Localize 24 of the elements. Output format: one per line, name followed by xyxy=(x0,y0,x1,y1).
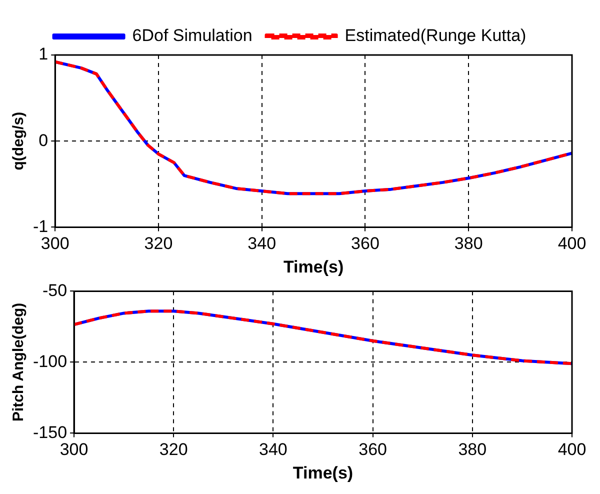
x-tick-label: 320 xyxy=(159,440,188,460)
x-tick-label: 360 xyxy=(358,440,387,460)
legend-label: 6Dof Simulation xyxy=(132,26,252,46)
y-tick-label: -100 xyxy=(32,352,68,371)
x-tick-label: 380 xyxy=(454,234,483,254)
x-axis-title: Time(s) xyxy=(283,257,344,276)
y-tick-label: 1 xyxy=(38,44,48,64)
y-axis-title: Pitch Angle(deg) xyxy=(10,302,28,422)
x-tick-label: 360 xyxy=(351,234,380,254)
x-tick-label: 300 xyxy=(60,440,88,460)
y-tick-label: -150 xyxy=(32,422,68,442)
x-tick-label: 400 xyxy=(558,440,586,460)
x-tick-label: 380 xyxy=(458,440,487,460)
y-tick-label: -1 xyxy=(32,216,48,236)
x-tick-label: 340 xyxy=(259,440,288,460)
x-tick-label: 300 xyxy=(40,234,70,254)
x-tick-label: 320 xyxy=(144,234,173,254)
legend-label: Estimated(Runge Kutta) xyxy=(344,26,526,46)
y-tick-label: -50 xyxy=(42,280,68,300)
y-tick-label: 0 xyxy=(38,130,48,150)
x-axis-title: Time(s) xyxy=(292,463,354,482)
x-tick-label: 400 xyxy=(558,234,586,254)
x-tick-label: 340 xyxy=(248,234,276,254)
y-axis-title: q(deg/s) xyxy=(10,112,28,170)
